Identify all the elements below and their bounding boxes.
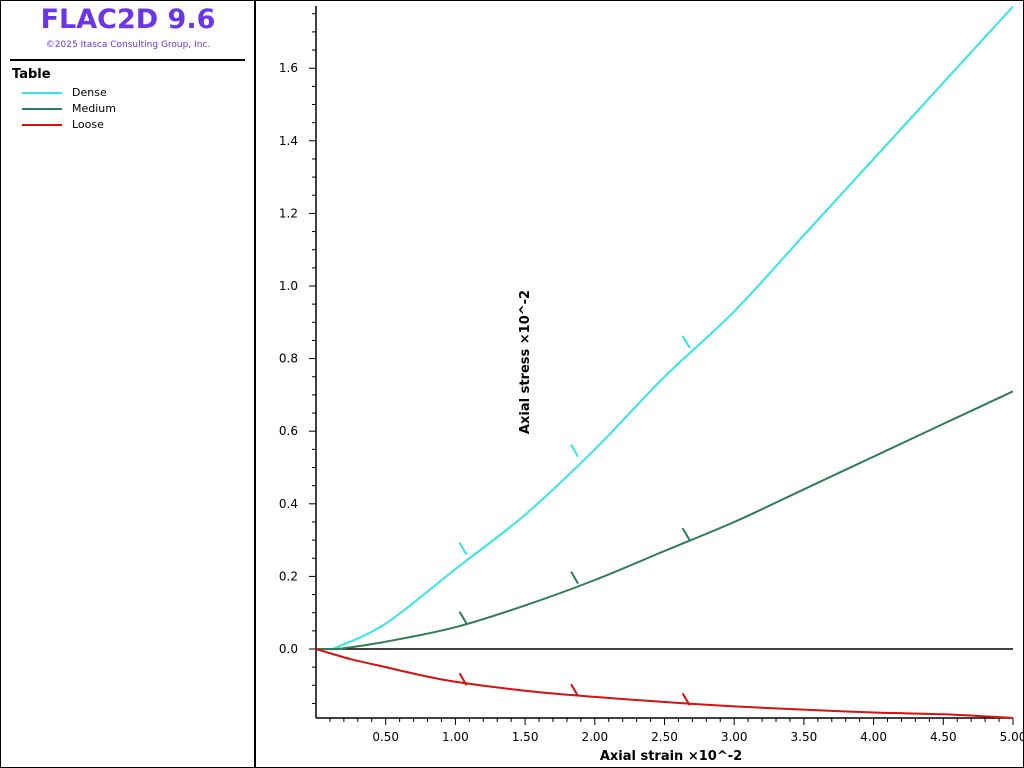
legend-label-medium: Medium [72,102,116,115]
y-tick-label: 0.6 [279,424,298,438]
app-title: FLAC2D 9.6 [40,4,216,35]
curves [315,5,1014,719]
series-line-loose [315,648,1014,719]
series-marker-medium [570,571,579,585]
series-marker-medium [681,527,691,541]
legend-title: Table [12,67,51,82]
legend-panel: FLAC2D 9.6 ©2025 Itasca Consulting Group… [0,0,256,768]
y-tick-label: 0.0 [279,642,298,656]
stress-strain-chart: 0.0 0.2 0.4 0.6 0.8 1.0 1.2 1.4 1.6 0.50 1.00 1.50 2… [279,5,1024,764]
y-tick-label: 1.6 [279,61,298,75]
y-tick-label: 0.2 [279,569,298,583]
y-tick-label: 0.4 [279,497,298,511]
series-marker-loose [681,692,691,706]
title-divider [10,59,245,61]
series-line-dense [315,5,1014,651]
legend-item-dense[interactable]: Dense [22,85,242,101]
series-marker-dense [458,542,468,556]
axes: 0.0 0.2 0.4 0.6 0.8 1.0 1.2 1.4 1.6 0.50 1.00 1.50 2… [279,6,1024,744]
y-axis-label: Axial stress ×10^-2 [518,290,533,434]
series-line-medium [315,390,1014,651]
copyright-text: ©2025 Itasca Consulting Group, Inc. [45,40,211,50]
x-tick-label: 4.50 [930,730,957,744]
x-tick-label: 0.50 [372,730,399,744]
y-tick-label: 1.0 [279,279,298,293]
series-marker-medium [458,611,468,625]
series-marker-dense [681,335,691,349]
x-tick-label: 1.50 [512,730,539,744]
x-tick-label: 1.00 [442,730,469,744]
series-marker-loose [458,672,468,686]
series-marker-loose [570,683,579,697]
legend-label-dense: Dense [72,86,107,99]
y-tick-label: 1.2 [279,206,298,220]
legend-swatch-loose [22,124,62,126]
legend-item-loose[interactable]: Loose [22,117,242,133]
x-tick-label: 2.00 [581,730,608,744]
series-marker-dense [570,444,579,458]
x-tick-label: 3.50 [791,730,818,744]
x-tick-label: 5.00 [1000,730,1024,744]
x-axis-label: Axial strain ×10^-2 [600,749,742,764]
y-tick-label: 1.4 [279,134,298,148]
legend-label-loose: Loose [72,118,104,131]
legend-swatch-dense [22,92,62,94]
legend-swatch-medium [22,108,62,110]
y-tick-label: 0.8 [279,352,298,366]
legend-item-medium[interactable]: Medium [22,101,242,117]
x-tick-label: 4.00 [860,730,887,744]
x-tick-label: 3.00 [721,730,748,744]
x-tick-label: 2.50 [651,730,678,744]
